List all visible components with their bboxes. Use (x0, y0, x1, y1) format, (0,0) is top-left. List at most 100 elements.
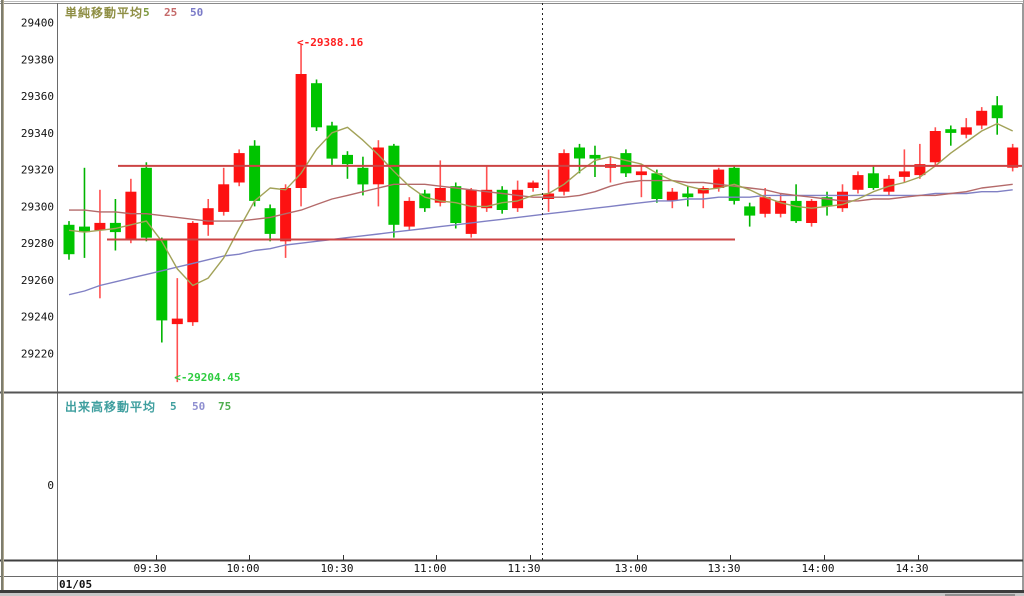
candle-body-14:50 (976, 110, 988, 126)
candle-body-13:50 (790, 200, 802, 222)
candle-body-11:10 (465, 189, 477, 234)
candle-body-14:45 (960, 127, 972, 135)
candle-body-12:40 (574, 147, 585, 159)
price-ma-period-5: 5 (143, 6, 150, 19)
candle-body-14:10 (852, 175, 864, 190)
low-price-annotation: <-29204.45 (174, 371, 241, 385)
x-axis-label-11:30: 11:30 (507, 562, 540, 575)
candle-body-14:25 (898, 171, 910, 177)
candle-body-13:55 (806, 200, 818, 223)
y-axis-label-29240: 29240 (21, 311, 54, 324)
sma5-line (68, 122, 1014, 287)
candle-body-14:35 (929, 131, 941, 163)
candle-body-10:15 (295, 74, 307, 188)
candle-body-09:00 (63, 224, 75, 255)
candle-body-09:55 (233, 153, 245, 183)
candle-body-10:25 (326, 125, 338, 159)
candle-body-09:45 (202, 208, 214, 225)
price-ma-legend-title: 単純移動平均 (65, 6, 144, 20)
volume-ma-period-5: 5 (170, 400, 177, 413)
candle-body-10:45 (388, 145, 400, 225)
candle-body-09:25 (140, 167, 152, 238)
y-axis-label-29360: 29360 (21, 90, 54, 103)
candle-body-11:20 (496, 189, 508, 210)
candle-body-09:05 (79, 226, 90, 233)
candle-body-12:55 (620, 153, 632, 174)
candle-body-10:10 (280, 188, 292, 242)
candle-body-13:35 (744, 206, 756, 216)
candle-body-10:50 (403, 200, 415, 227)
candle-body-11:05 (450, 186, 462, 223)
window-left-edge-highlight (3, 0, 4, 596)
candle-body-10:35 (357, 167, 369, 185)
candles-layer (63, 44, 1019, 383)
sma25-line (69, 179, 1013, 222)
volume-ma-legend-title: 出来高移動平均 (65, 400, 157, 414)
x-axis-label-09:30: 09:30 (133, 562, 166, 575)
price-ma-period-50: 50 (190, 6, 204, 19)
candle-body-12:30 (543, 193, 555, 199)
candle-body-12:45 (589, 154, 601, 159)
candle-body-09:40 (187, 222, 199, 323)
window-bottom-edge (0, 590, 1024, 593)
volume-ma-period-75: 75 (218, 400, 232, 413)
candle-body-14:20 (883, 178, 895, 192)
candle-body-13:20 (697, 188, 709, 194)
y-axis-label-29320: 29320 (21, 164, 54, 177)
sma50-line (68, 189, 1013, 296)
date-label: 01/05 (59, 578, 93, 591)
volume-ma-period-50: 50 (192, 400, 206, 413)
candle-body-13:15 (682, 193, 694, 198)
candle-body-10:20 (311, 83, 322, 128)
candle-body-11:25 (512, 189, 524, 209)
candle-body-12:35 (558, 153, 570, 192)
x-axis-label-11:00: 11:00 (413, 562, 446, 575)
candle-body-10:00 (249, 145, 261, 201)
window-top-edge (0, 1, 1024, 2)
price-ma-period-25: 25 (164, 6, 178, 19)
candle-body-10:55 (419, 193, 431, 209)
x-axis-label-13:00: 13:00 (614, 562, 647, 575)
y-axis-label-29340: 29340 (21, 127, 54, 140)
x-axis-label-14:30: 14:30 (895, 562, 928, 575)
candle-body-11:30 (527, 182, 539, 188)
high-price-annotation: <-29388.16 (297, 36, 364, 50)
candle-body-13:45 (775, 200, 787, 214)
candle-body-10:30 (342, 154, 353, 165)
candle-body-13:00 (635, 171, 647, 176)
candle-body-09:30 (156, 239, 168, 321)
candle-body-09:10 (94, 222, 106, 231)
candle-body-14:00 (821, 197, 833, 207)
candle-body-13:40 (759, 197, 771, 214)
candle-body-14:55 (991, 105, 1003, 119)
x-axis-label-10:30: 10:30 (320, 562, 353, 575)
x-axis-label-13:30: 13:30 (707, 562, 740, 575)
horizontal-scrollbar[interactable] (0, 593, 1024, 596)
candle-body-13:10 (666, 191, 678, 201)
volume-axis-zero-label: 0 (47, 479, 54, 492)
candle-body-09:35 (171, 318, 183, 325)
candle-body-11:15 (481, 189, 493, 209)
candle-body-09:50 (218, 184, 230, 212)
x-axis-label-14:00: 14:00 (801, 562, 834, 575)
candle-body-14:30 (914, 164, 926, 176)
candle-body-09:20 (125, 191, 137, 240)
candle-body-10:05 (264, 208, 276, 234)
candle-body-14:15 (867, 173, 879, 188)
y-axis-label-29400: 29400 (21, 17, 54, 30)
candle-body-13:25 (713, 169, 725, 188)
horizontal-scrollbar-thumb[interactable] (945, 594, 1015, 596)
candle-body-11:00 (434, 188, 446, 203)
candle-body-09:15 (109, 222, 121, 233)
y-axis-label-29380: 29380 (21, 53, 54, 66)
window-left-edge (1, 0, 3, 596)
candle-body-15:00 (1007, 147, 1019, 168)
candle-body-14:05 (837, 191, 848, 209)
y-axis-label-29220: 29220 (21, 348, 54, 361)
y-axis-label-29300: 29300 (21, 200, 54, 213)
x-axis-label-10:00: 10:00 (226, 562, 259, 575)
y-axis-label-29260: 29260 (21, 274, 54, 287)
y-axis-label-29280: 29280 (21, 237, 54, 250)
